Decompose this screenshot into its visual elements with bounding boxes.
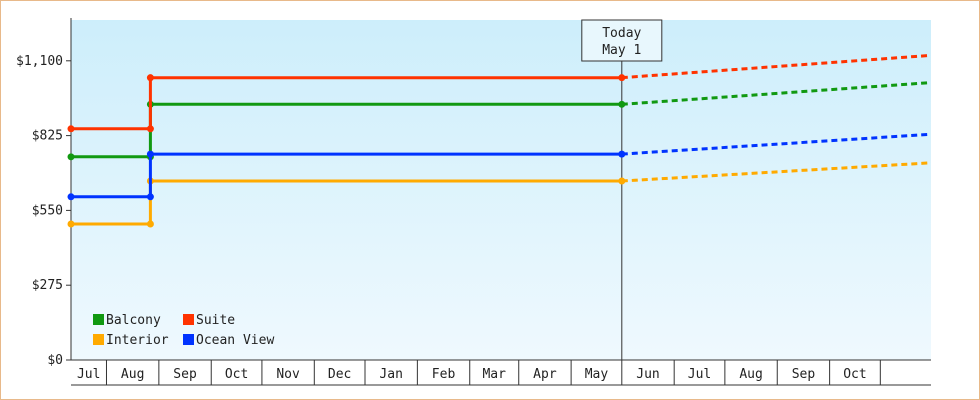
data-point-ocean-view <box>618 150 626 158</box>
y-tick-label: $0 <box>47 353 63 368</box>
projection-line-ocean-view <box>621 132 932 156</box>
data-point-interior <box>618 177 626 185</box>
y-tick-label: $1,100 <box>16 54 63 69</box>
today-marker: Today May 1 <box>581 19 663 360</box>
legend-label-ocean-view: Ocean View <box>196 333 274 348</box>
x-tick-label: Mar <box>482 367 506 382</box>
x-tick-label: Jul <box>77 367 100 382</box>
x-tick-label: Jun <box>636 367 659 382</box>
x-tick-label: Dec <box>328 367 351 382</box>
legend-label-suite: Suite <box>196 313 235 328</box>
series-lines <box>67 53 932 228</box>
projection-line-interior <box>621 161 932 183</box>
data-point-interior <box>146 220 154 228</box>
x-tick-label: Aug <box>121 367 144 382</box>
data-point-balcony <box>67 153 75 161</box>
legend-label-interior: Interior <box>106 333 169 348</box>
data-point-ocean-view <box>67 193 75 201</box>
legend-swatch-suite <box>183 314 194 325</box>
x-tick-label: Sep <box>792 367 816 382</box>
x-tick-label: Oct <box>843 367 866 382</box>
x-tick-label: Feb <box>432 367 456 382</box>
data-point-ocean-view <box>146 150 154 158</box>
x-tick-label: Jul <box>688 367 711 382</box>
y-tick-label: $275 <box>32 278 63 293</box>
x-axis: Jul Aug Sep Oct Nov Dec Jan Feb Mar Apr May Jun Jul A… <box>71 359 931 386</box>
today-label-line1: Today <box>602 26 641 41</box>
x-tick-label: Apr <box>533 367 557 382</box>
data-point-suite <box>146 125 154 133</box>
legend-label-balcony: Balcony <box>106 313 161 328</box>
y-tick-label: $550 <box>32 203 63 218</box>
x-tick-label: Aug <box>739 367 762 382</box>
legend: Balcony Suite Interior Ocean View <box>93 313 274 348</box>
data-point-balcony <box>618 100 626 108</box>
series-line-interior <box>71 179 622 226</box>
series-line-suite <box>71 76 622 131</box>
series-line-ocean-view <box>71 152 622 199</box>
x-tick-label: Oct <box>225 367 248 382</box>
data-point-suite <box>67 125 75 133</box>
data-point-interior <box>67 220 75 228</box>
projection-line-balcony <box>621 81 932 106</box>
today-label-line2: May 1 <box>602 43 641 58</box>
legend-swatch-balcony <box>93 314 104 325</box>
projection-line-suite <box>621 53 932 80</box>
data-point-ocean-view <box>146 193 154 201</box>
plot-area <box>71 20 931 360</box>
x-tick-label: Jan <box>379 367 402 382</box>
data-point-suite <box>146 74 154 82</box>
data-point-suite <box>618 74 626 82</box>
y-tick-label: $825 <box>32 129 63 144</box>
legend-swatch-interior <box>93 334 104 345</box>
y-axis: $0 $275 $550 $825 $1,100 <box>16 18 72 368</box>
x-tick-label: May <box>585 367 609 382</box>
legend-swatch-ocean-view <box>183 334 194 345</box>
x-tick-label: Nov <box>276 367 300 382</box>
x-tick-label: Sep <box>173 367 197 382</box>
today-label-box <box>581 19 663 62</box>
